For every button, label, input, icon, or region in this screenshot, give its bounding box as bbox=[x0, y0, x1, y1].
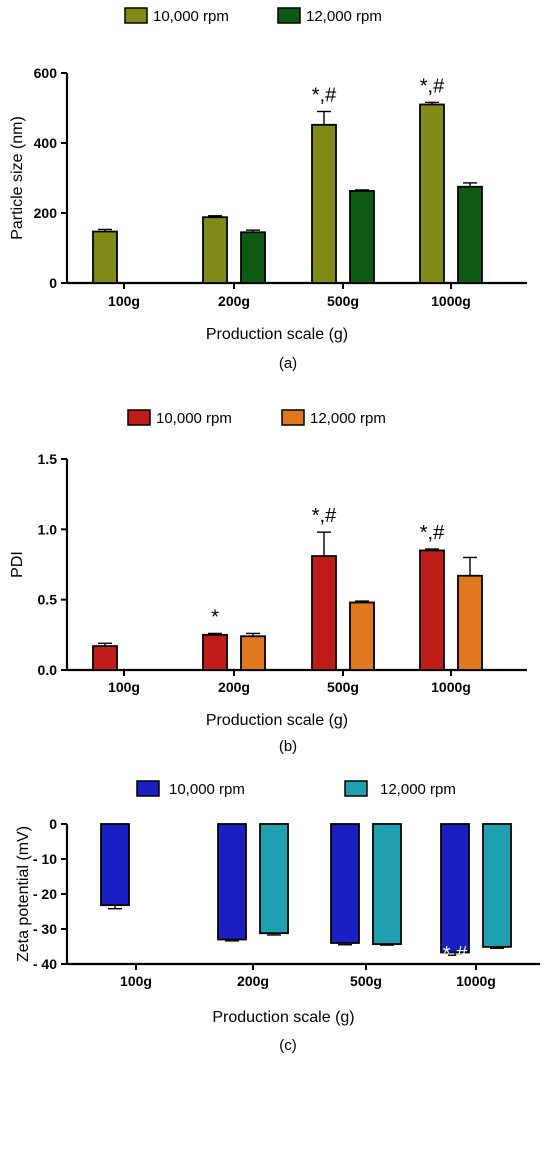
legend-swatch bbox=[136, 780, 160, 797]
x-tick-label: 100g bbox=[108, 293, 140, 309]
y-tick-label: 400 bbox=[34, 135, 58, 151]
legend-swatch bbox=[127, 409, 151, 426]
significance-label: * bbox=[228, 943, 236, 965]
legend-label: 12,000 rpm bbox=[380, 781, 456, 798]
y-tick-label: - 10 bbox=[33, 851, 57, 867]
bar bbox=[419, 549, 445, 671]
x-tick-label: 200g bbox=[218, 293, 250, 309]
x-tick-label: 1000g bbox=[431, 293, 471, 309]
x-tick-label: 200g bbox=[218, 679, 250, 695]
x-axis-title: Production scale (g) bbox=[206, 326, 348, 343]
y-axis-title: Particle size (nm) bbox=[9, 116, 26, 240]
legend-swatch bbox=[277, 7, 301, 24]
panel-label: (a) bbox=[279, 355, 297, 372]
x-tick-label: 500g bbox=[350, 973, 382, 989]
chart-panel-2: 10,000 rpm 12,000 rpm 0.0 0.5 1.0 1.5 100g 200g… bbox=[9, 409, 527, 755]
significance-label: *,# bbox=[420, 75, 445, 97]
bar bbox=[92, 230, 118, 284]
x-tick-label: 200g bbox=[237, 973, 269, 989]
legend-label: 12,000 rpm bbox=[306, 8, 382, 25]
panel-label: (c) bbox=[279, 1037, 297, 1054]
y-tick-label: - 30 bbox=[33, 921, 57, 937]
bar bbox=[457, 185, 483, 284]
x-tick-label: 1000g bbox=[431, 679, 471, 695]
panel-label: (b) bbox=[279, 738, 297, 755]
bar bbox=[372, 823, 402, 945]
legend-label: 10,000 rpm bbox=[156, 410, 232, 427]
x-tick-label: 100g bbox=[108, 679, 140, 695]
bar bbox=[330, 823, 360, 944]
y-tick-label: 0 bbox=[49, 816, 57, 832]
bar bbox=[311, 555, 337, 671]
chart-panel-1: 10,000 rpm 12,000 rpm 0 200 400 600 100g 200g 50… bbox=[9, 7, 527, 372]
bar bbox=[259, 823, 289, 935]
bar bbox=[349, 190, 375, 284]
legend-label: 12,000 rpm bbox=[310, 410, 386, 427]
y-tick-label: 0.0 bbox=[38, 662, 58, 678]
x-tick-label: 100g bbox=[120, 973, 152, 989]
y-tick-label: 0.5 bbox=[38, 592, 58, 608]
significance-label: *,# bbox=[333, 943, 358, 965]
y-tick-label: 600 bbox=[34, 65, 58, 81]
chart-panel-3: 10,000 rpm 12,000 rpm 0 - 10 - 20 - 30 - 40 100… bbox=[15, 780, 540, 1054]
y-tick-label: - 20 bbox=[33, 886, 57, 902]
legend-swatch bbox=[124, 7, 148, 24]
significance-label: *,# bbox=[443, 943, 468, 965]
bar bbox=[240, 231, 266, 284]
bar bbox=[240, 635, 266, 671]
y-tick-label: 200 bbox=[34, 205, 58, 221]
y-tick-label: - 40 bbox=[33, 956, 57, 972]
bar bbox=[440, 823, 470, 954]
x-tick-label: 500g bbox=[327, 293, 359, 309]
legend-swatch bbox=[281, 409, 305, 426]
y-axis-title: Zeta potential (mV) bbox=[15, 826, 32, 962]
x-tick-label: 500g bbox=[327, 679, 359, 695]
x-axis-title: Production scale (g) bbox=[206, 712, 348, 729]
legend-label: 10,000 rpm bbox=[153, 8, 229, 25]
significance-label: *,# bbox=[420, 522, 445, 544]
y-tick-label: 1.5 bbox=[38, 451, 58, 467]
y-tick-label: 0 bbox=[49, 275, 57, 291]
y-tick-label: 1.0 bbox=[38, 521, 58, 537]
legend-label: 10,000 rpm bbox=[169, 781, 245, 798]
y-axis-title: PDI bbox=[9, 551, 26, 578]
bar bbox=[349, 601, 375, 671]
bar bbox=[217, 823, 247, 941]
significance-label: *,# bbox=[312, 85, 337, 107]
bar bbox=[100, 823, 130, 907]
x-tick-label: 1000g bbox=[456, 973, 496, 989]
bar bbox=[457, 574, 483, 671]
bar bbox=[419, 103, 445, 284]
bar bbox=[482, 823, 512, 948]
significance-label: * bbox=[211, 606, 219, 628]
x-axis-title: Production scale (g) bbox=[212, 1009, 354, 1026]
significance-label: *,# bbox=[312, 505, 337, 527]
legend-swatch bbox=[344, 780, 368, 797]
bar bbox=[311, 123, 337, 284]
bar bbox=[202, 633, 228, 671]
bar bbox=[202, 216, 228, 284]
bar bbox=[92, 645, 118, 671]
